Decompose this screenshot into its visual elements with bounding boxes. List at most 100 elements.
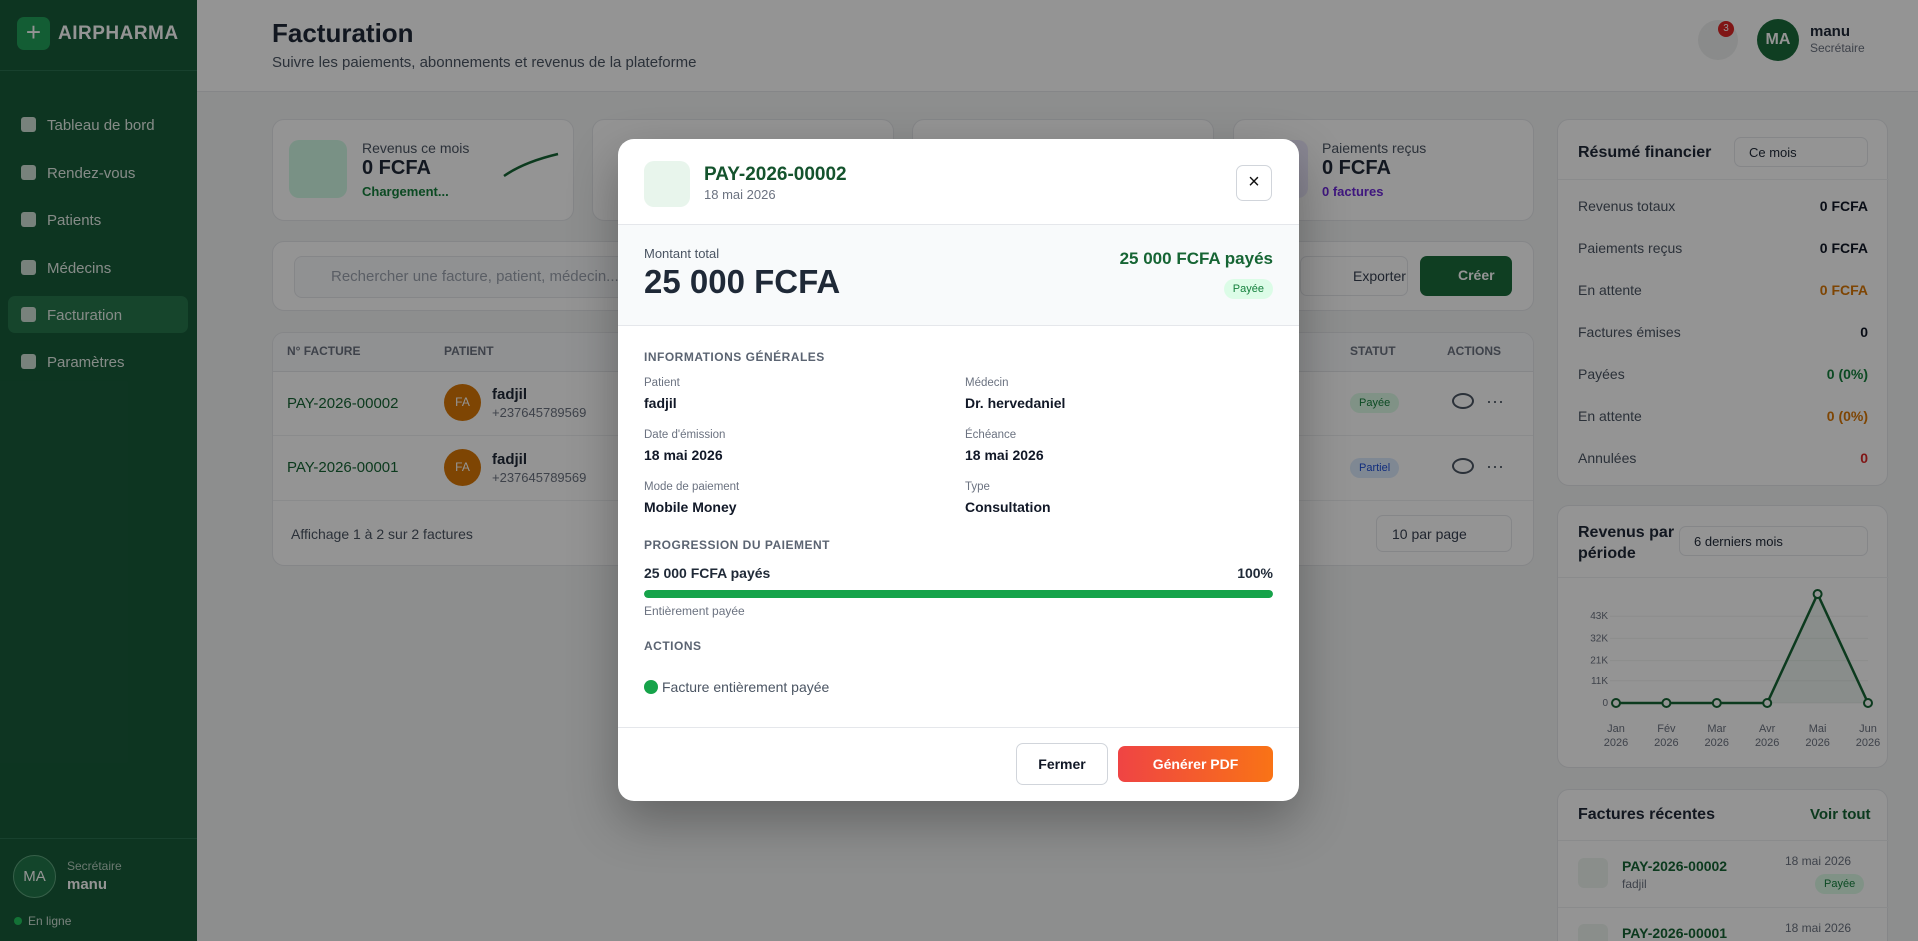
total-label: Montant total [644, 246, 720, 261]
search-input[interactable] [294, 256, 656, 298]
stat-value: 0 FCFA [1322, 157, 1391, 179]
field-label: Échéance [965, 429, 1017, 441]
invoice-number[interactable]: PAY-2026-00001 [287, 459, 399, 476]
status-badge: Payée [1223, 279, 1273, 299]
progress-bar [644, 590, 1273, 598]
user-role: Secrétaire [1810, 41, 1865, 55]
progress-track [644, 590, 1273, 598]
brand: AIRPHARMA [58, 23, 179, 44]
nav-item[interactable]: Paramètres [8, 343, 188, 380]
more-icon[interactable]: ··· [1486, 456, 1504, 476]
notification-badge: 3 [1718, 21, 1734, 37]
y-tick-label: 32K [1590, 633, 1608, 644]
search-placeholder: Rechercher une facture, patient, médecin… [331, 268, 619, 285]
select-label: 6 derniers mois [1694, 534, 1783, 549]
total-amount: 25 000 FCFA [644, 263, 841, 300]
logo-icon: + [17, 17, 50, 50]
summary-label: Factures émises [1578, 324, 1681, 340]
view-icon[interactable] [1452, 393, 1474, 409]
summary-value: 0 FCFA [1819, 240, 1868, 256]
summary-label: Paiements reçus [1578, 240, 1683, 256]
nav-item-active[interactable]: Facturation [8, 296, 188, 333]
card-title: Résumé financier [1578, 144, 1712, 161]
period-select[interactable]: 6 derniers mois [1679, 526, 1868, 556]
modal-title: PAY-2026-00002 [704, 164, 847, 185]
patient-name: fadjil [492, 451, 528, 468]
column-header: ACTIONS [1447, 344, 1501, 358]
field-label: Date d'émission [644, 429, 726, 441]
period-select[interactable]: Ce mois [1734, 137, 1868, 167]
view-all-link[interactable]: Voir tout [1810, 806, 1871, 823]
field-label: Mode de paiement [644, 481, 740, 493]
pdf-button[interactable]: Générer PDF [1118, 746, 1273, 782]
nav-item[interactable]: Patients [8, 201, 188, 238]
stat-label: Paiements reçus [1322, 140, 1427, 156]
export-button[interactable]: Exporter [1300, 256, 1408, 296]
avatar[interactable]: MA [1757, 19, 1799, 61]
summary-label: En attente [1578, 408, 1642, 424]
check-icon [644, 680, 658, 694]
data-point [1762, 698, 1773, 708]
divider [1558, 577, 1889, 578]
paid-amount: 25 000 FCFA payés [1119, 249, 1273, 268]
chart-title: Revenus par période [1578, 524, 1675, 562]
y-tick-label: 21K [1590, 656, 1608, 667]
y-tick-label: 43K [1590, 611, 1608, 622]
status-badge: Payée [1815, 874, 1865, 894]
data-point [1863, 698, 1873, 708]
page-size-select[interactable]: 10 par page [1376, 515, 1512, 552]
page-subtitle: Suivre les paiements, abonnements et rev… [272, 54, 697, 71]
more-icon[interactable]: ··· [1486, 391, 1504, 411]
progress-amount: 25 000 FCFA payés [644, 565, 771, 581]
close-button[interactable]: × [1236, 165, 1272, 201]
nav-label: Paramètres [47, 354, 125, 371]
table-footer: Affichage 1 à 2 sur 2 factures [291, 526, 473, 542]
line [1616, 591, 1870, 705]
stat-note: Chargement... [362, 184, 449, 199]
y-tick-label: 0 [1602, 698, 1608, 709]
invoice-number[interactable]: PAY-2026-00002 [1622, 858, 1728, 874]
data-point [1611, 698, 1621, 708]
select-label: Ce mois [1749, 145, 1797, 160]
status-dot [14, 917, 22, 925]
summary-value: 0 FCFA [1819, 198, 1868, 214]
nav-item[interactable]: Rendez-vous [8, 154, 188, 191]
column-header: STATUT [1350, 344, 1396, 358]
summary-label: Payées [1578, 366, 1625, 382]
x-axis: Jan 2026 Fév 2026 Mar 2026 Avr 2026 Mai 2026… [1578, 722, 1880, 762]
user-name: manu [1810, 23, 1851, 40]
field-value: 18 mai 2026 [644, 447, 723, 463]
patient-name: fadjil [1622, 877, 1647, 891]
close-button[interactable]: Fermer [1016, 743, 1108, 785]
status-badge: Partiel [1350, 458, 1400, 478]
field-label: Type [965, 481, 990, 493]
button-label: Générer PDF [1152, 756, 1239, 772]
button-label: Fermer [1038, 756, 1086, 772]
sidebar: + AIRPHARMA Tableau de bord Rendez-vous … [0, 0, 197, 941]
view-icon[interactable] [1452, 458, 1474, 474]
field-label: Patient [644, 377, 680, 389]
invoice-date: 18 mai 2026 [1785, 921, 1852, 935]
nav-item[interactable]: Médecins [8, 249, 188, 286]
invoice-number[interactable]: PAY-2026-00002 [287, 395, 399, 412]
x-tick-label: Mai 2026 [1805, 723, 1830, 749]
divider [618, 727, 1299, 728]
create-button[interactable]: Créer [1420, 256, 1512, 296]
x-tick-label: Jan 2026 [1603, 723, 1629, 749]
field-value: 18 mai 2026 [965, 447, 1044, 463]
nav-item[interactable]: Tableau de bord [8, 106, 188, 143]
invoice-number[interactable]: PAY-2026-00001 [1622, 925, 1728, 941]
divider [0, 70, 197, 71]
progress-percent: 100% [1237, 565, 1273, 581]
nav-label: Rendez-vous [47, 165, 136, 182]
section-title: PROGRESSION DU PAIEMENT [644, 538, 830, 552]
section-title: INFORMATIONS GÉNÉRALES [644, 350, 825, 364]
modal-icon [644, 161, 690, 207]
invoice-icon [1578, 858, 1608, 888]
action-status: Facture entièrement payée [662, 679, 830, 695]
summary-value: 0 (0%) [1826, 408, 1868, 424]
divider [0, 838, 197, 839]
data-point [1711, 698, 1722, 708]
divider [1558, 840, 1889, 841]
